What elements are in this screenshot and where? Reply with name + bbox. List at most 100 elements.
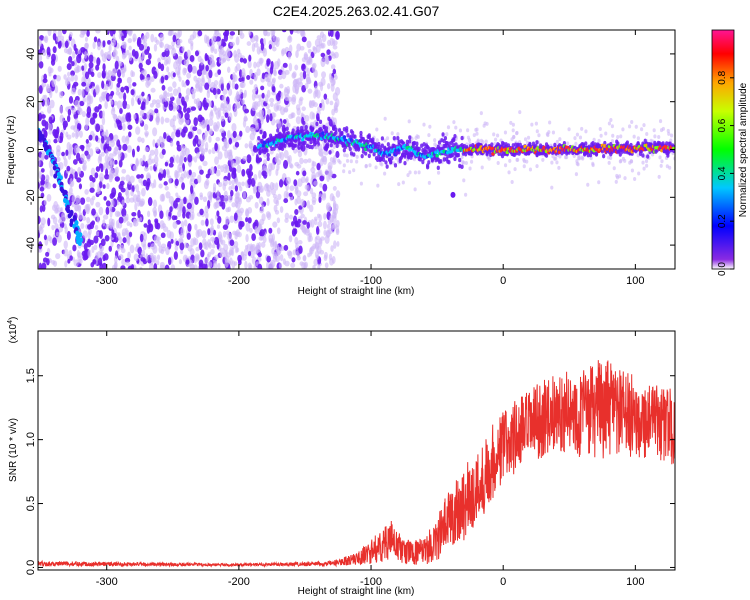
noise-dot: [294, 82, 300, 91]
noise-dot: [172, 81, 177, 89]
noise-dot: [152, 139, 156, 148]
y-tick-label: 0.0: [25, 560, 37, 575]
noise-dot: [258, 196, 264, 205]
noise-dot: [176, 98, 181, 106]
noise-dot: [185, 259, 190, 265]
noise-dot: [327, 161, 333, 170]
noise-dot: [178, 76, 182, 82]
noise-dot: [225, 216, 230, 225]
noise-dot: [154, 148, 159, 157]
signal-dot: [403, 154, 407, 159]
noise-dot: [193, 117, 198, 127]
signal-dot: [411, 144, 415, 149]
noise-dot: [41, 119, 47, 127]
noise-dot: [87, 224, 92, 230]
noise-dot: [59, 114, 64, 123]
noise-dot: [136, 174, 141, 179]
noise-dot: [109, 209, 113, 218]
noise-dot: [331, 195, 336, 202]
noise-dot: [164, 117, 170, 123]
noise-dot: [67, 115, 71, 123]
noise-dot: [110, 90, 115, 96]
noise-dot: [89, 187, 95, 193]
noise-dot: [91, 177, 96, 183]
noise-dot: [167, 71, 171, 78]
signal-dot: [293, 143, 298, 148]
noise-dot: [283, 150, 289, 159]
noise-dot: [239, 130, 243, 137]
noise-dot: [140, 257, 146, 262]
noise-dot: [248, 54, 252, 62]
signal-dot: [308, 144, 312, 150]
noise-dot: [95, 231, 100, 237]
noise-dot: [155, 99, 161, 105]
signal-dot: [385, 164, 389, 169]
signal-dot: [258, 150, 262, 156]
noise-dot: [194, 196, 199, 205]
signal-dot: [450, 152, 455, 158]
noise-dot: [246, 154, 252, 164]
signal-dot: [310, 127, 314, 133]
noise-dot: [268, 227, 273, 234]
noise-dot: [597, 138, 601, 143]
signal-dot: [299, 145, 304, 150]
noise-dot: [38, 39, 42, 47]
signal-dot: [415, 141, 419, 146]
noise-dot: [239, 207, 245, 214]
noise-dot: [38, 157, 41, 167]
noise-dot: [228, 249, 234, 256]
noise-dot: [105, 223, 111, 229]
noise-dot: [38, 262, 42, 269]
noise-dot: [229, 257, 233, 266]
noise-dot: [239, 89, 243, 94]
noise-dot: [177, 210, 182, 218]
noise-dot: [313, 216, 318, 221]
noise-dot: [168, 196, 174, 205]
noise-dot: [317, 263, 321, 269]
noise-dot: [289, 30, 294, 35]
noise-dot: [322, 155, 327, 163]
spectrogram-y-label: Frequency (Hz): [6, 116, 17, 185]
noise-dot: [88, 61, 94, 69]
noise-dot: [158, 245, 163, 254]
noise-dot: [269, 66, 274, 75]
noise-dot: [493, 141, 497, 146]
signal-dot: [646, 154, 650, 159]
noise-dot: [187, 64, 193, 73]
noise-dot: [537, 133, 541, 138]
noise-dot: [229, 149, 233, 157]
noise-dot: [69, 187, 73, 195]
noise-dot: [154, 108, 159, 114]
noise-dot: [224, 138, 228, 149]
noise-dot: [156, 222, 161, 230]
noise-dot: [138, 56, 144, 65]
noise-dot: [332, 92, 338, 102]
noise-dot: [535, 129, 539, 134]
noise-dot: [187, 154, 193, 163]
noise-dot: [217, 151, 223, 160]
noise-dot: [214, 254, 219, 261]
noise-dot: [355, 159, 359, 164]
noise-dot: [181, 45, 185, 53]
noise-dot: [297, 240, 303, 245]
noise-dot: [653, 134, 657, 139]
noise-dot: [396, 132, 400, 137]
noise-dot: [325, 202, 331, 211]
noise-dot: [80, 197, 86, 205]
noise-dot: [223, 166, 228, 174]
noise-dot: [215, 169, 221, 177]
signal-dot: [447, 159, 451, 165]
noise-dot: [141, 187, 146, 197]
noise-dot: [304, 178, 309, 184]
noise-dot: [159, 41, 165, 48]
noise-dot: [146, 177, 151, 186]
noise-dot: [397, 182, 401, 187]
noise-dot: [47, 30, 52, 37]
signal-dot: [347, 143, 351, 148]
noise-dot: [97, 72, 102, 79]
noise-dot: [178, 237, 184, 244]
noise-dot: [213, 48, 218, 55]
signal-core-dot: [342, 135, 347, 139]
signal-dot: [349, 134, 354, 139]
noise-dot: [186, 202, 192, 210]
